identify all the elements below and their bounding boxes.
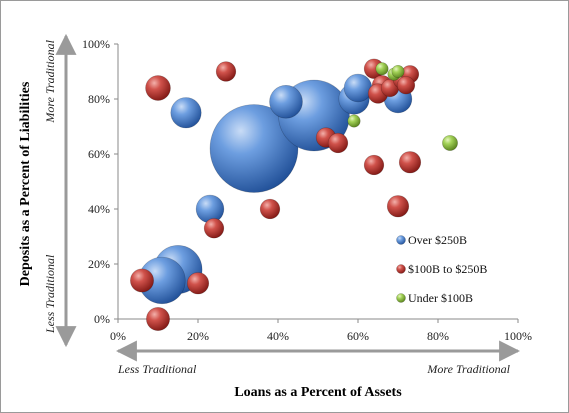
bubble-series-1	[203, 218, 225, 239]
x-tick-label: 20%	[187, 329, 209, 343]
bubble-series-2	[347, 114, 361, 128]
bubble-series-1	[146, 307, 170, 331]
bubble-series-1	[215, 61, 237, 82]
bubble-series-0	[195, 194, 225, 224]
legend-marker	[396, 264, 406, 274]
x-tick-label: 80%	[427, 329, 449, 343]
bubble-series-0	[209, 104, 299, 193]
y-tick-label: 20%	[88, 257, 110, 271]
y-axis-title: Deposits as a Percent of Liabilities	[18, 81, 33, 286]
bubble-series-2	[391, 64, 405, 79]
bubble-series-1	[130, 268, 154, 293]
bubble-series-1	[363, 154, 385, 176]
bubble-series-1	[327, 132, 349, 154]
bubble-series-1	[396, 76, 416, 95]
bubble-series-0	[343, 73, 373, 103]
bubble-series-2	[442, 135, 458, 151]
y-tick-label: 40%	[88, 202, 110, 216]
x-low-direction-label: Less Traditional	[117, 362, 197, 376]
bubble-series-0	[170, 97, 202, 129]
legend-label: $100B to $250B	[408, 262, 487, 276]
bubble-series-0	[269, 84, 303, 119]
bubble-series-1	[259, 198, 281, 220]
x-tick-label: 100%	[504, 329, 532, 343]
bubble-group	[130, 58, 458, 331]
x-tick-group: 0% 20% 40% 60% 80% 100%	[110, 319, 532, 343]
y-tick-label: 80%	[88, 92, 110, 106]
x-tick-label: 40%	[267, 329, 289, 343]
legend-label: Under $100B	[408, 291, 473, 305]
legend-marker	[396, 235, 406, 245]
x-high-direction-label: More Traditional	[426, 362, 510, 376]
x-tick-label: 0%	[110, 329, 126, 343]
bubble-series-1	[386, 195, 410, 218]
bubble-series-2	[375, 62, 389, 76]
bubble-series-1	[186, 272, 210, 295]
x-axis-title: Loans as a Percent of Assets	[234, 385, 402, 400]
y-high-direction-label: More Traditional	[43, 39, 57, 123]
y-tick-label: 60%	[88, 147, 110, 161]
y-low-direction-label: Less Traditional	[43, 254, 57, 334]
legend: Over $250B $100B to $250B Under $100B	[396, 233, 487, 305]
y-tick-group: 0% 20% 40% 60% 80% 100%	[82, 37, 118, 326]
y-tick-label: 0%	[94, 312, 110, 326]
legend-marker	[396, 293, 406, 303]
legend-label: Over $250B	[408, 233, 467, 247]
x-tick-label: 60%	[347, 329, 369, 343]
bubble-series-1	[145, 75, 171, 101]
bubble-series-1	[398, 151, 422, 174]
y-tick-label: 100%	[82, 37, 110, 51]
